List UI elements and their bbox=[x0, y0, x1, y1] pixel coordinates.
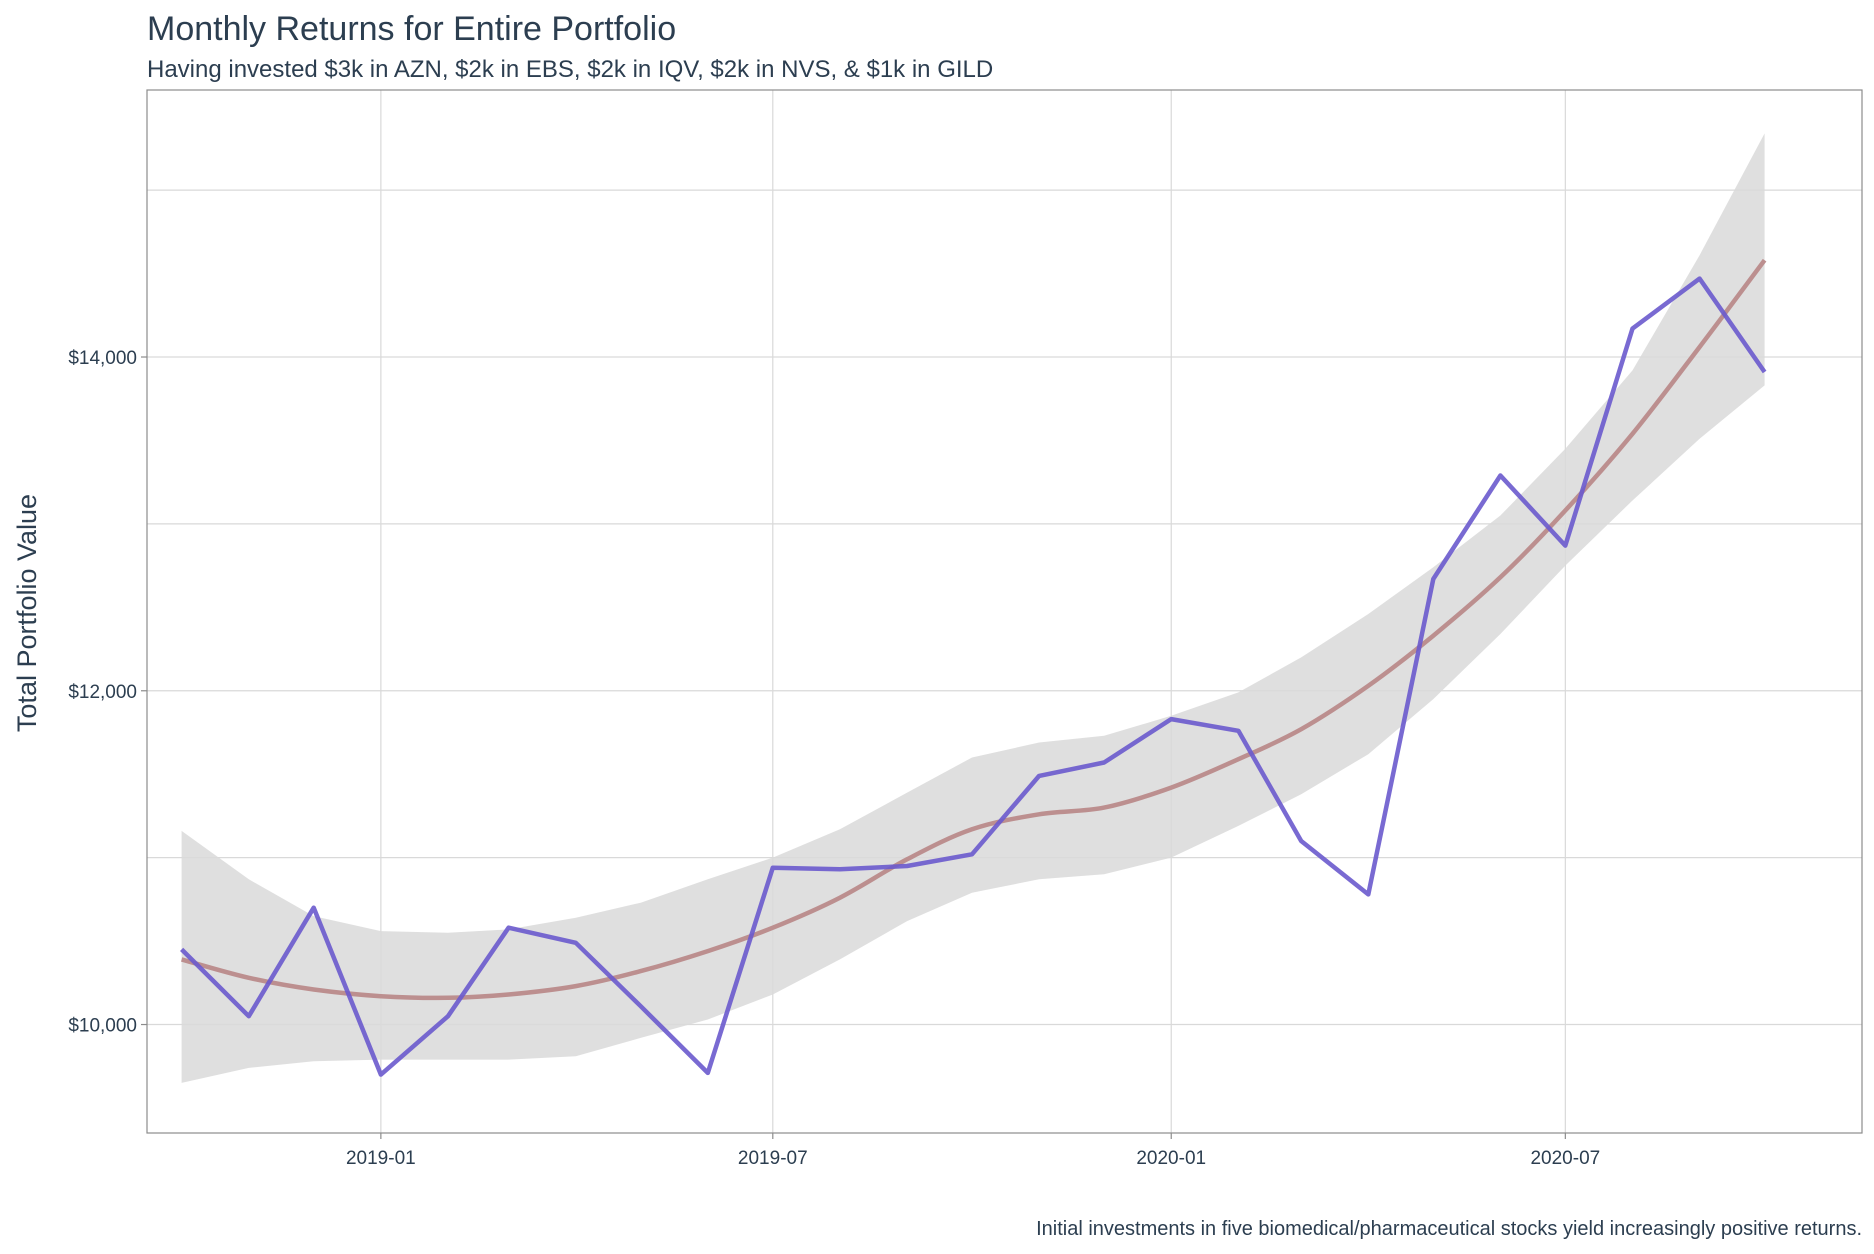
plot-border bbox=[146, 89, 1863, 1134]
x-tick-label: 2020-01 bbox=[1136, 1148, 1206, 1169]
chart-caption: Initial investments in five biomedical/p… bbox=[1036, 1218, 1862, 1240]
x-tick-label: 2019-01 bbox=[346, 1148, 416, 1169]
x-axis-ticks: 2019-01 2019-07 2020-01 2020-07 bbox=[346, 1133, 1600, 1169]
chart-title: Monthly Returns for Entire Portfolio bbox=[147, 10, 677, 48]
y-axis-label: Total Portfolio Value bbox=[12, 494, 42, 732]
y-axis-ticks: $10,000 $12,000 $14,000 bbox=[68, 348, 147, 1037]
y-tick-label: $10,000 bbox=[68, 1016, 137, 1037]
y-tick-label: $14,000 bbox=[68, 348, 137, 369]
x-tick-label: 2019-07 bbox=[738, 1148, 808, 1169]
y-tick-label: $12,000 bbox=[68, 682, 137, 703]
portfolio-value-line bbox=[180, 276, 1767, 1077]
confidence-band bbox=[181, 133, 1765, 1083]
chart-subtitle: Having invested $3k in AZN, $2k in EBS, … bbox=[147, 56, 994, 83]
x-tick-label: 2020-07 bbox=[1530, 1148, 1600, 1169]
